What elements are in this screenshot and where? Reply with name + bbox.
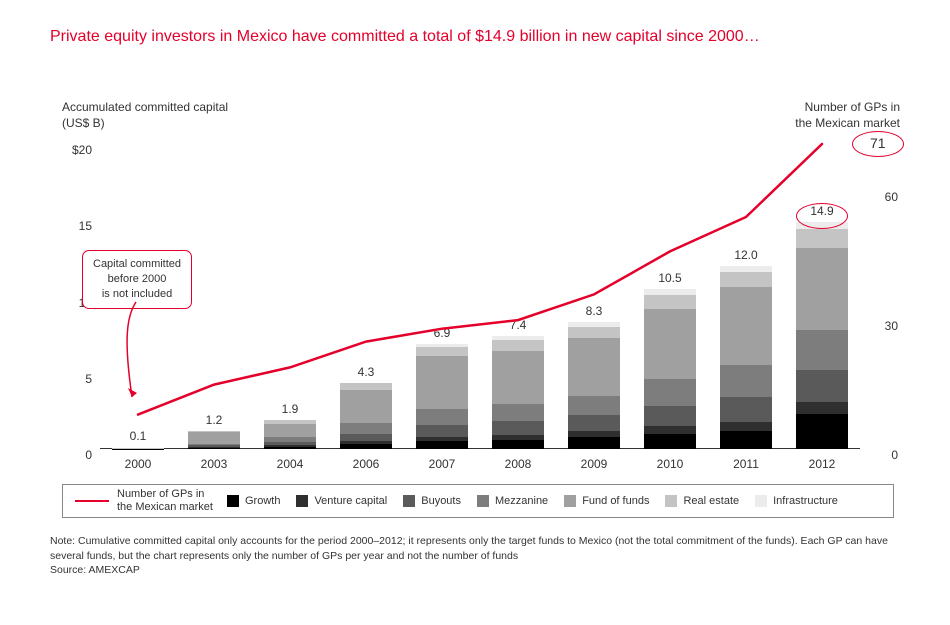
legend-item-mezzanine: Mezzanine	[477, 495, 548, 507]
ytick-left: $20	[58, 143, 92, 157]
callout-l3: is not included	[102, 288, 172, 300]
footnote: Note: Cumulative committed capital only …	[50, 534, 900, 578]
ytick-right: 30	[885, 319, 898, 333]
plot-area: 051015$20030600.120001.220031.920044.320…	[100, 144, 860, 449]
callout-tail-icon	[118, 302, 158, 422]
x-category-label: 2011	[720, 457, 772, 471]
gp-line	[100, 144, 860, 449]
chart-container: Accumulated committed capital (US$ B) Nu…	[50, 100, 900, 520]
legend-line-swatch-icon	[75, 500, 109, 502]
source-text: Source: AMEXCAP	[50, 564, 140, 576]
ytick-right: 60	[885, 190, 898, 204]
x-category-label: 2009	[568, 457, 620, 471]
footnote-text: Note: Cumulative committed capital only …	[50, 535, 888, 562]
legend-swatch-icon	[477, 495, 489, 507]
left-axis-title-l2: (US$ B)	[62, 116, 105, 130]
legend-bar-items: Growth Venture capital Buyouts Mezzanine Fun…	[227, 495, 838, 507]
legend-swatch-icon	[403, 495, 415, 507]
ytick-right: 0	[891, 448, 898, 462]
ytick-left: 5	[58, 372, 92, 386]
legend-item-real-estate: Real estate	[665, 495, 739, 507]
legend-item-fund-of-funds: Fund of funds	[564, 495, 649, 507]
callout-note: Capital committed before 2000 is not inc…	[82, 250, 192, 309]
legend-item-label: Buyouts	[421, 495, 461, 507]
x-category-label: 2007	[416, 457, 468, 471]
x-category-label: 2008	[492, 457, 544, 471]
ytick-left: 15	[58, 219, 92, 233]
callout-l1: Capital committed	[93, 258, 181, 270]
right-axis-title-l1: Number of GPs in	[805, 100, 900, 114]
legend-item-label: Mezzanine	[495, 495, 548, 507]
x-category-label: 2006	[340, 457, 392, 471]
legend-item-buyouts: Buyouts	[403, 495, 461, 507]
ytick-left: 0	[58, 448, 92, 462]
x-category-label: 2000	[112, 457, 164, 471]
legend-swatch-icon	[564, 495, 576, 507]
right-axis-title: Number of GPs in the Mexican market	[795, 100, 900, 131]
x-category-label: 2012	[796, 457, 848, 471]
legend-line-item: Number of GPs inthe Mexican market	[75, 488, 213, 514]
legend-item-growth: Growth	[227, 495, 280, 507]
callout-l2: before 2000	[108, 273, 167, 285]
x-category-label: 2003	[188, 457, 240, 471]
legend-item-label: Fund of funds	[582, 495, 649, 507]
legend-item-label: Growth	[245, 495, 280, 507]
legend-swatch-icon	[296, 495, 308, 507]
chart-title: Private equity investors in Mexico have …	[50, 28, 760, 46]
legend-item-label: Venture capital	[314, 495, 387, 507]
legend-swatch-icon	[755, 495, 767, 507]
left-axis-title-l1: Accumulated committed capital	[62, 100, 228, 114]
legend-item-infrastructure: Infrastructure	[755, 495, 838, 507]
legend-item-label: Real estate	[683, 495, 739, 507]
right-axis-title-l2: the Mexican market	[795, 116, 900, 130]
left-axis-title: Accumulated committed capital (US$ B)	[62, 100, 228, 131]
legend-line-label: Number of GPs inthe Mexican market	[117, 488, 213, 514]
x-category-label: 2010	[644, 457, 696, 471]
legend-item-venture-capital: Venture capital	[296, 495, 387, 507]
legend: Number of GPs inthe Mexican market Growt…	[62, 484, 894, 518]
gp-final-label: 71	[870, 135, 886, 151]
x-category-label: 2004	[264, 457, 316, 471]
legend-swatch-icon	[665, 495, 677, 507]
legend-item-label: Infrastructure	[773, 495, 838, 507]
legend-swatch-icon	[227, 495, 239, 507]
